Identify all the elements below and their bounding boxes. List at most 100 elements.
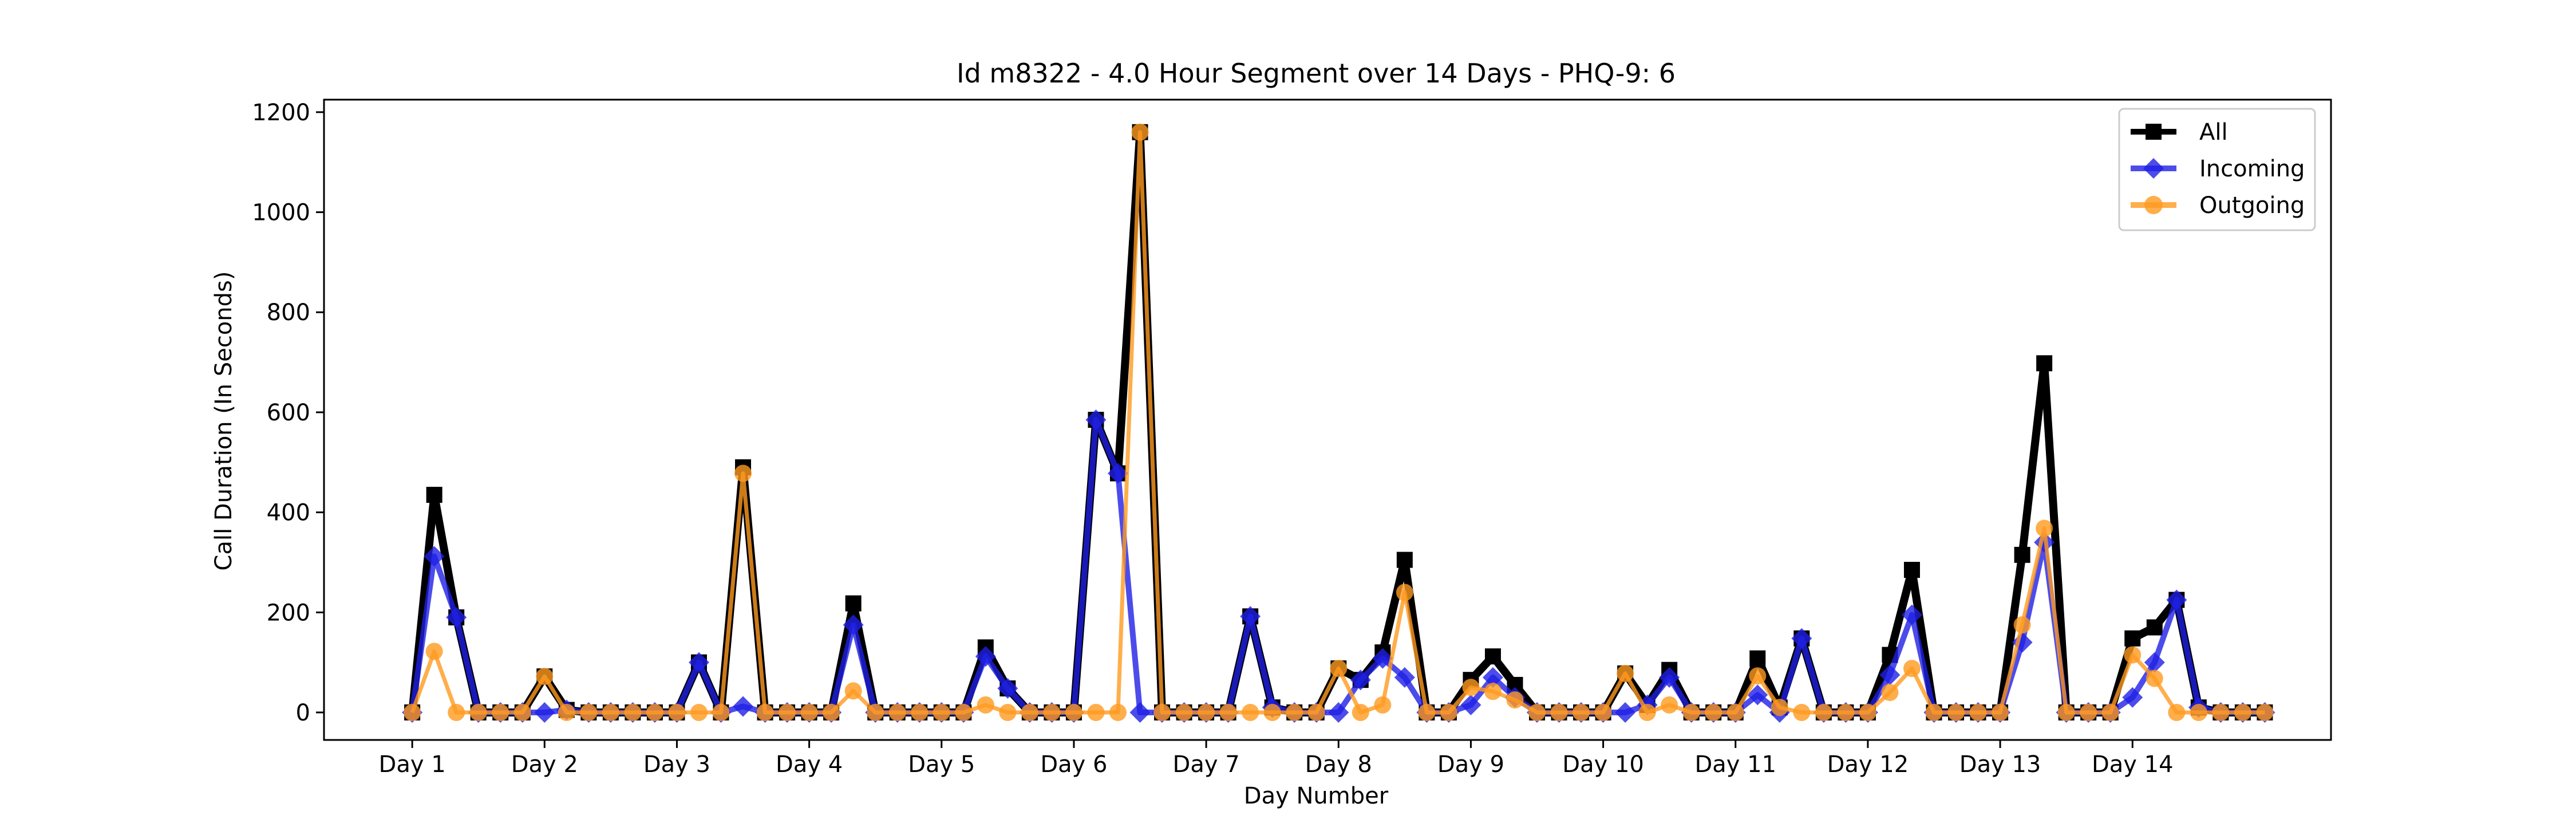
x-tick-label: Day 13 xyxy=(1959,751,2041,778)
data-point-incoming xyxy=(1747,684,1768,706)
data-point-outgoing xyxy=(1021,703,1038,721)
data-point-incoming xyxy=(1350,670,1371,691)
x-tick-label: Day 9 xyxy=(1437,751,1504,778)
data-point-outgoing xyxy=(580,703,598,721)
x-tick-label: Day 10 xyxy=(1562,751,1644,778)
data-point-outgoing xyxy=(2234,703,2251,721)
data-point-outgoing xyxy=(1793,703,1811,721)
data-point-outgoing xyxy=(1617,664,1634,682)
data-point-outgoing xyxy=(1330,660,1348,678)
data-point-outgoing xyxy=(624,703,642,721)
data-point-outgoing xyxy=(2101,703,2119,721)
data-point-outgoing xyxy=(1859,703,1876,721)
data-point-outgoing xyxy=(779,703,796,721)
data-point-outgoing xyxy=(492,703,509,721)
data-point-outgoing xyxy=(911,703,929,721)
data-point-outgoing xyxy=(1087,703,1105,721)
chart-title: Id m8322 - 4.0 Hour Segment over 14 Days… xyxy=(957,58,1676,89)
data-point-incoming xyxy=(1482,667,1503,688)
legend: All Incoming Outgoing xyxy=(2118,108,2316,231)
y-axis-label: Call Duration (In Seconds) xyxy=(211,271,237,571)
data-point-incoming xyxy=(1901,604,1922,625)
data-point-incoming xyxy=(975,646,996,667)
x-tick-label: Day 3 xyxy=(643,751,710,778)
data-point-outgoing xyxy=(513,703,531,721)
data-point-outgoing xyxy=(1043,703,1061,721)
data-point-outgoing xyxy=(1198,703,1215,721)
data-point-outgoing xyxy=(800,703,818,721)
data-point-outgoing xyxy=(1131,123,1149,141)
data-point-outgoing xyxy=(888,703,906,721)
data-point-outgoing xyxy=(1396,584,1413,601)
data-point-incoming xyxy=(424,546,445,567)
legend-marker-outgoing xyxy=(2144,196,2163,214)
data-point-outgoing xyxy=(1418,703,1436,721)
data-point-incoming xyxy=(1107,463,1128,484)
data-point-incoming xyxy=(2166,589,2187,611)
data-point-outgoing xyxy=(2036,519,2053,537)
data-point-outgoing xyxy=(404,703,421,721)
data-point-outgoing xyxy=(1109,703,1127,721)
data-point-incoming xyxy=(997,678,1018,699)
data-point-outgoing xyxy=(2124,646,2142,664)
data-point-incoming xyxy=(1394,667,1415,688)
data-point-outgoing xyxy=(1573,703,1590,721)
data-point-outgoing xyxy=(2168,703,2186,721)
data-point-outgoing xyxy=(756,703,774,721)
y-tick-label: 400 xyxy=(267,500,310,526)
data-point-outgoing xyxy=(646,703,663,721)
data-point-outgoing xyxy=(1815,703,1832,721)
data-point-outgoing xyxy=(1749,667,1767,685)
data-point-all xyxy=(845,595,862,612)
x-tick-label: Day 8 xyxy=(1305,751,1372,778)
x-axis-label: Day Number xyxy=(1244,783,1389,809)
data-point-outgoing xyxy=(734,464,752,482)
data-point-all xyxy=(426,487,442,503)
x-tick-label: Day 5 xyxy=(908,751,975,778)
data-point-outgoing xyxy=(1263,703,1281,721)
data-point-outgoing xyxy=(1374,696,1392,714)
data-point-outgoing xyxy=(2013,616,2031,634)
data-point-incoming xyxy=(1659,667,1680,688)
data-point-outgoing xyxy=(602,703,619,721)
y-tick-label: 1000 xyxy=(252,200,310,226)
data-point-incoming xyxy=(1460,694,1481,715)
legend-marker-all xyxy=(2146,124,2162,140)
data-point-all xyxy=(2146,619,2163,636)
data-point-outgoing xyxy=(1947,703,1965,721)
data-point-outgoing xyxy=(1219,703,1237,721)
data-point-outgoing xyxy=(536,668,554,686)
data-point-outgoing xyxy=(1484,683,1502,700)
data-point-outgoing xyxy=(469,703,487,721)
data-point-outgoing xyxy=(1242,703,1259,721)
data-point-outgoing xyxy=(933,703,950,721)
data-point-outgoing xyxy=(823,703,840,721)
x-tick-label: Day 6 xyxy=(1040,751,1107,778)
data-point-outgoing xyxy=(977,696,994,714)
data-point-incoming xyxy=(534,702,555,723)
data-point-outgoing xyxy=(1881,684,1899,702)
data-point-outgoing xyxy=(1771,699,1788,716)
data-point-incoming xyxy=(446,607,467,628)
data-point-outgoing xyxy=(1925,703,1943,721)
data-point-outgoing xyxy=(1705,703,1722,721)
legend-label-incoming: Incoming xyxy=(2199,156,2305,182)
data-point-incoming xyxy=(1372,648,1393,669)
data-point-outgoing xyxy=(1682,703,1700,721)
x-tick-label: Day 12 xyxy=(1827,751,1909,778)
data-point-incoming xyxy=(733,696,754,717)
data-point-all xyxy=(1749,650,1766,667)
data-point-outgoing xyxy=(1065,703,1082,721)
data-point-all xyxy=(1396,552,1413,568)
data-point-outgoing xyxy=(1286,703,1303,721)
data-point-incoming xyxy=(843,615,864,636)
x-tick-label: Day 14 xyxy=(2092,751,2174,778)
data-point-incoming xyxy=(1328,702,1349,723)
data-point-outgoing xyxy=(558,703,575,721)
data-point-outgoing xyxy=(690,703,708,721)
data-point-all xyxy=(1484,648,1501,665)
data-point-incoming xyxy=(2144,652,2165,673)
data-point-outgoing xyxy=(1506,691,1524,709)
data-point-all xyxy=(1903,562,1920,578)
